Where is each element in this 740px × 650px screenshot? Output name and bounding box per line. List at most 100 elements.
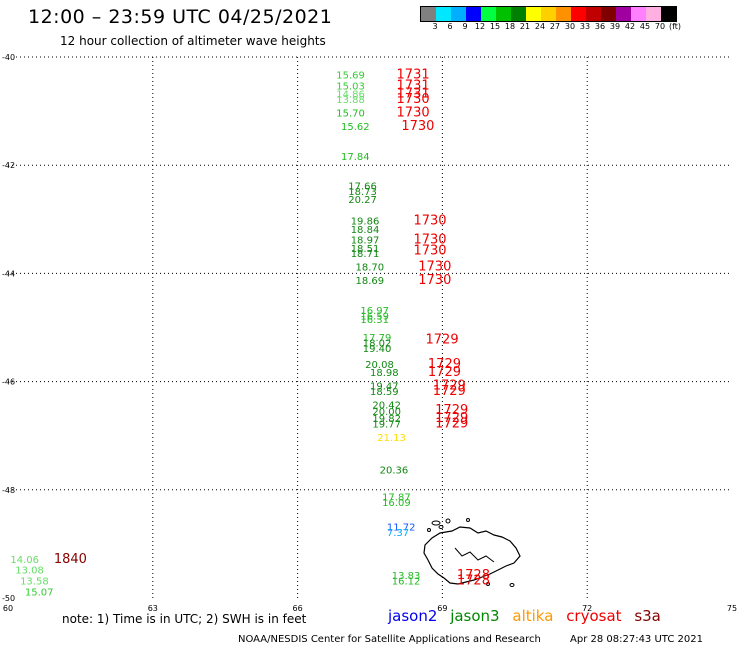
island-outline <box>423 526 521 585</box>
legend-label: 39 <box>609 22 621 31</box>
pass-time-label: 1731 <box>397 68 430 83</box>
swh-value-label: 18.70 <box>356 263 385 274</box>
color-legend <box>420 6 677 22</box>
swh-value-label: 18.97 <box>351 236 380 247</box>
swh-value-label: 17.79 <box>363 333 392 344</box>
legend-swatch <box>586 7 601 21</box>
swh-value-label: 18.59 <box>370 387 399 398</box>
sat-jason2: jason2 <box>388 607 438 625</box>
y-tick-label: -50 <box>2 594 15 603</box>
legend-label: 21 <box>519 22 531 31</box>
swh-value-label: 11.72 <box>387 522 416 533</box>
legend-label: 36 <box>594 22 606 31</box>
swh-value-label: 18.71 <box>351 249 380 260</box>
swh-value-label: 16.59 <box>360 311 389 322</box>
satellite-key: jason2 jason3 altika cryosat s3a <box>388 607 669 625</box>
legend-label: 9 <box>462 22 468 31</box>
islet-outline <box>509 583 515 587</box>
island-inner-coast <box>454 547 495 563</box>
swh-value-label: 16.97 <box>360 306 389 317</box>
legend-swatch <box>511 7 526 21</box>
swh-value-label: 19.82 <box>372 414 401 425</box>
swh-value-label: 13.08 <box>15 566 44 577</box>
pass-time-label: 1729 <box>435 411 468 426</box>
swh-value-label: 14.86 <box>336 90 365 101</box>
swh-value-label: 20.27 <box>348 195 377 206</box>
pass-time-label: 1729 <box>426 333 459 348</box>
swh-value-label: 17.66 <box>348 182 377 193</box>
x-tick-label: 66 <box>293 604 303 613</box>
legend-swatch <box>481 7 496 21</box>
swh-value-label: 14.06 <box>10 555 39 566</box>
legend-swatch <box>541 7 556 21</box>
swh-value-label: 20.42 <box>372 401 401 412</box>
swh-value-label: 18.02 <box>363 338 392 349</box>
pass-time-label: 1730 <box>413 233 446 248</box>
legend-label: 12 <box>474 22 486 31</box>
legend-label: 27 <box>549 22 561 31</box>
swh-value-label: 18.51 <box>351 244 380 255</box>
swh-value-label: 19.40 <box>363 344 392 355</box>
y-tick-label: -44 <box>2 269 15 278</box>
swh-value-label: 18.73 <box>348 187 377 198</box>
x-tick-label: 63 <box>148 604 158 613</box>
pass-time-label: 1731 <box>397 87 430 102</box>
x-tick-label: 69 <box>437 604 447 613</box>
islet-outline <box>486 582 490 586</box>
legend-swatch <box>436 7 451 21</box>
sat-cryosat: cryosat <box>566 607 622 625</box>
y-tick-label: -46 <box>2 378 15 387</box>
swh-value-label: 15.03 <box>336 81 365 92</box>
pass-time-label: 1729 <box>428 357 461 372</box>
swh-value-label: 18.98 <box>370 368 399 379</box>
swh-value-label: 16.09 <box>382 498 411 509</box>
pass-time-label: 1730 <box>413 214 446 229</box>
pass-time-label: 1840 <box>54 552 87 567</box>
map-grid <box>8 56 732 598</box>
legend-swatch <box>571 7 586 21</box>
legend-swatch <box>421 7 436 21</box>
swh-value-label: 18.69 <box>356 276 385 287</box>
swh-value-label: 13.88 <box>336 95 365 106</box>
kerguelen-island-outline <box>423 518 521 587</box>
legend-swatch <box>451 7 466 21</box>
legend-label: 42 <box>624 22 636 31</box>
swh-value-label: 19.86 <box>351 217 380 228</box>
legend-label: 70 <box>654 22 666 31</box>
legend-swatch <box>646 7 661 21</box>
sat-altika: altika <box>512 607 554 625</box>
swh-value-label: 13.83 <box>392 571 421 582</box>
legend-label: 15 <box>489 22 501 31</box>
swh-value-label: 20.08 <box>365 360 394 371</box>
generated-timestamp: Apr 28 08:27:43 UTC 2021 <box>570 634 703 645</box>
swh-value-label: 17.87 <box>382 493 411 504</box>
pass-time-label: 1729 <box>435 403 468 418</box>
x-tick-label: 72 <box>582 604 592 613</box>
pass-time-label: 1729 <box>435 417 468 432</box>
pass-time-label: 1728 <box>457 573 490 588</box>
sat-jason3: jason3 <box>450 607 500 625</box>
swh-value-label: 20.36 <box>380 466 409 477</box>
x-tick-label: 60 <box>3 604 13 613</box>
legend-swatch <box>631 7 646 21</box>
legend-label: 30 <box>564 22 576 31</box>
pass-time-label: 1730 <box>397 106 430 121</box>
legend-swatch <box>496 7 511 21</box>
sat-s3a: s3a <box>634 607 661 625</box>
map-title: 12:00 – 23:59 UTC 04/25/2021 <box>28 6 333 28</box>
x-tick-label: 75 <box>727 604 737 613</box>
swh-value-label: 19.47 <box>370 382 399 393</box>
swh-value-label: 16.31 <box>360 315 389 326</box>
legend-swatch <box>601 7 616 21</box>
legend-label: 6 <box>447 22 453 31</box>
swh-value-label: 17.84 <box>341 152 370 163</box>
pass-time-label: 1729 <box>433 384 466 399</box>
islet-outline <box>431 520 441 526</box>
legend-swatch <box>616 7 631 21</box>
pass-time-label: 1730 <box>418 273 451 288</box>
footer-note: note: 1) Time is in UTC; 2) SWH is in fe… <box>62 612 307 626</box>
swh-value-label: 15.07 <box>25 587 54 598</box>
